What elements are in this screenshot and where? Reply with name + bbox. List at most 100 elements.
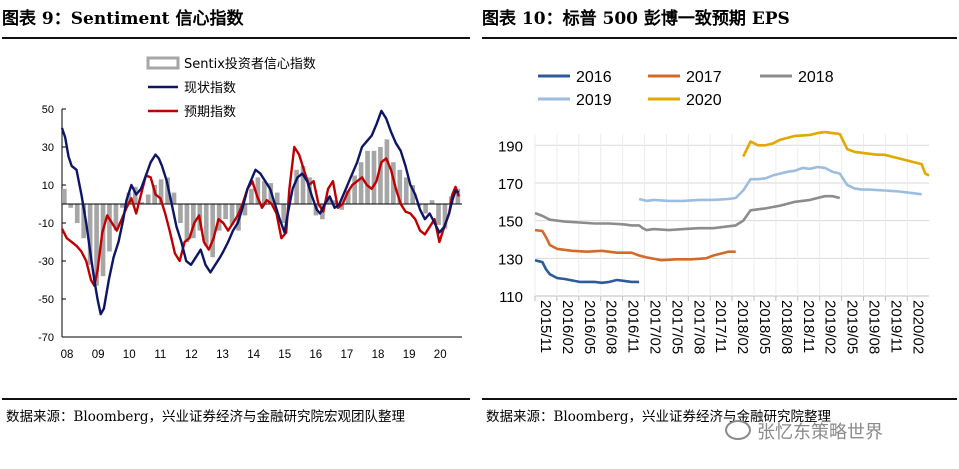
- sentix-bar: [74, 204, 80, 223]
- sentix-bar: [107, 204, 112, 252]
- left-x-tick-label: 18: [372, 349, 385, 361]
- eps-line-2016: [534, 258, 640, 285]
- sentix-bar: [384, 139, 390, 204]
- left-title-rule: [2, 37, 470, 39]
- sentix-bar: [300, 166, 306, 204]
- sentix-bar: [326, 196, 332, 204]
- sentix-bar: [87, 204, 93, 265]
- sentix-bar: [178, 204, 183, 223]
- sentix-bar: [403, 177, 409, 204]
- sentix-bar: [120, 204, 125, 208]
- watermark-text: 张忆东策略世界: [757, 422, 883, 443]
- sentix-bar: [223, 204, 228, 220]
- left-x-tick-label: 19: [403, 349, 416, 361]
- right-x-tick-label: 2019/02: [822, 300, 839, 354]
- left-x-tick-label: 13: [216, 349, 229, 361]
- eps-line-2020: [742, 130, 930, 177]
- sentix-bar: [436, 204, 441, 225]
- sentix-bar: [358, 162, 364, 204]
- left-y-tick-label: 10: [42, 180, 54, 192]
- sentix-bar: [262, 181, 267, 204]
- left-y-tick-label: -50: [38, 294, 54, 306]
- sentix-bar: [281, 204, 286, 223]
- legend-label: 预期指数: [184, 105, 236, 120]
- sentix-bar: [229, 204, 235, 225]
- right-x-tick-label: 2017/05: [668, 300, 685, 354]
- sentix-bar: [158, 179, 164, 204]
- sentix-bar: [132, 186, 138, 204]
- left-source-note: 数据来源：Bloomberg，兴业证券经济与金融研究院宏观团队整理: [6, 409, 406, 425]
- sentix-bar: [365, 150, 370, 204]
- right-x-tick-label: 2018/05: [756, 300, 773, 354]
- right-x-tick-label: 2019/05: [844, 300, 861, 354]
- right-x-tick-label: 2019/08: [866, 300, 883, 354]
- sentix-bar: [171, 192, 177, 204]
- sentix-bar: [139, 202, 145, 204]
- sentix-bar: [410, 185, 416, 204]
- sentix-bar: [81, 204, 86, 239]
- sentix-bar: [210, 204, 216, 258]
- sentix-bar: [429, 200, 435, 204]
- left-x-tick-label: 20: [434, 349, 447, 361]
- right-x-tick-label: 2020/02: [909, 300, 926, 354]
- sentix-bar: [94, 204, 99, 286]
- right-x-tick-label: 2016/05: [581, 300, 598, 354]
- legend-label-2018: 2018: [798, 69, 834, 86]
- right-y-tick-label: 150: [498, 214, 523, 231]
- sentix-bar: [294, 169, 299, 204]
- right-x-tick-label: 2017/02: [647, 300, 664, 354]
- right-x-tick-label: 2018/11: [800, 300, 817, 353]
- left-x-tick-label: 09: [92, 349, 105, 361]
- sentix-bar: [126, 192, 132, 204]
- left-y-tick-label: -70: [38, 332, 54, 344]
- sentix-bar: [145, 194, 151, 204]
- sentix-bar: [216, 204, 222, 231]
- right-source-rule: [482, 398, 957, 400]
- sentix-bar: [100, 204, 106, 277]
- right-y-tick-label: 130: [498, 251, 523, 268]
- sentix-bar: [62, 188, 67, 204]
- legend-label-2019: 2019: [576, 92, 612, 109]
- sentix-bar: [423, 204, 428, 214]
- right-x-tick-label: 2017/11: [712, 300, 729, 353]
- legend-label-2016: 2016: [576, 69, 612, 86]
- sentix-bar: [442, 204, 448, 229]
- right-title-rule: [482, 37, 957, 39]
- sentix-bar: [345, 190, 351, 204]
- eps-line-2019: [638, 165, 922, 203]
- right-y-tick-label: 170: [498, 176, 523, 193]
- sentix-bar: [184, 204, 190, 242]
- sentix-bar: [242, 204, 248, 216]
- sentix-bar: [378, 147, 383, 204]
- right-y-tick-label: 110: [499, 289, 523, 306]
- sentix-bar: [249, 188, 254, 204]
- sentix-bar: [255, 177, 261, 204]
- sentix-bar: [371, 150, 377, 204]
- right-x-tick-label: 2018/08: [778, 300, 795, 354]
- legend-label: 现状指数: [184, 81, 236, 96]
- left-x-tick-label: 12: [185, 349, 198, 361]
- left-y-tick-label: -30: [38, 256, 54, 268]
- right-x-tick-label: 2017/08: [690, 300, 707, 354]
- right-y-tick-label: 190: [498, 138, 523, 155]
- right-x-tick-label: 2016/02: [559, 300, 576, 354]
- right-x-tick-label: 2016/08: [603, 300, 620, 354]
- right-source-note: 数据来源：Bloomberg，兴业证券经济与金融研究院整理: [486, 409, 832, 425]
- left-source-rule: [2, 398, 470, 400]
- left-x-tick-label: 14: [247, 349, 260, 361]
- right-chart-title: 图表 10：标普 500 彭博一致预期 EPS: [482, 9, 790, 29]
- eps-line-2017: [534, 228, 736, 262]
- left-x-tick-label: 15: [278, 349, 291, 361]
- sentix-bar: [332, 200, 338, 204]
- legend-label: Sentix投资者信心指数: [184, 56, 316, 72]
- right-x-tick-label: 2015/11: [537, 300, 554, 353]
- eps-line-2018: [534, 194, 841, 232]
- sentix-bar: [113, 204, 119, 231]
- left-y-tick-label: 30: [42, 142, 54, 154]
- right-x-tick-label: 2018/02: [734, 300, 751, 354]
- left-x-tick-label: 16: [309, 349, 322, 361]
- legend-swatch-sentix: [146, 56, 180, 70]
- left-y-tick-label: 50: [42, 104, 54, 116]
- left-x-tick-label: 11: [154, 349, 166, 361]
